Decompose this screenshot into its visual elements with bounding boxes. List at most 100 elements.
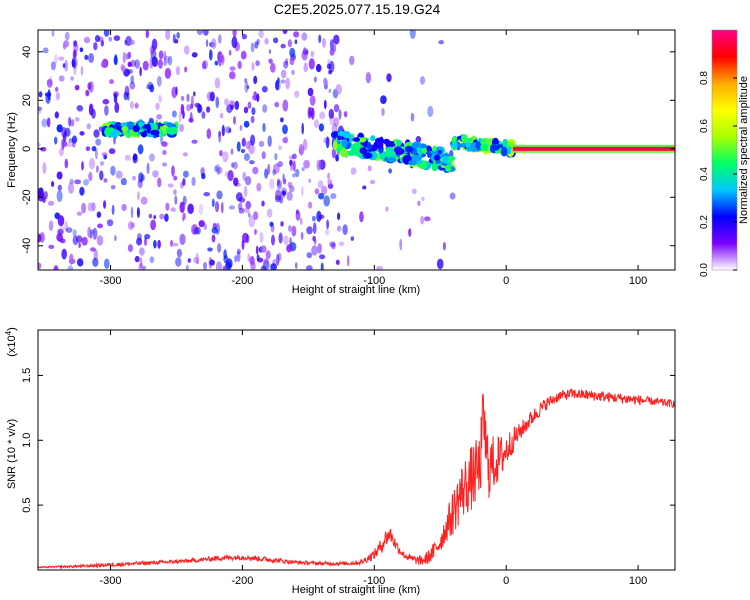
spectrogram-cell [339,148,348,158]
spectrogram-cell [93,249,99,261]
spectrogram-cell [225,258,233,269]
spectrogram-cell [309,95,316,106]
colorbar [711,29,738,271]
spectrogram-cell [161,141,168,147]
spectrogram-cell [179,201,185,213]
spectrogram-cell [236,141,241,152]
spectrogram-cell [158,50,164,60]
spectrogram-cell [314,188,320,195]
spectrogram-cell [102,98,110,105]
spectrogram-cell [327,172,331,180]
x-tick-label: -200 [231,275,253,287]
spectrogram-cell [285,77,291,90]
spectrogram-cell [410,112,415,122]
spectrogram-cell [420,215,424,225]
spectrogram-cell [81,236,88,246]
spectrogram-cell [137,191,140,201]
spectrogram-cell [186,93,190,102]
spectrogram-cell [103,30,110,37]
spectrogram-cell [238,207,243,214]
spectrogram-cell [201,61,207,70]
spectrogram-cell [74,84,80,91]
spectrogram-cell [276,178,280,186]
spectrogram-cell [338,241,345,247]
spectrogram-cell [64,127,71,137]
spectrogram-cell [227,170,234,182]
spectrogram-cell [158,95,162,103]
spectrogram-cell [458,143,466,148]
spectrogram-cell [61,248,67,260]
spectrogram-cell [346,255,350,267]
spectrogram-cell [73,40,78,47]
spectrogram-cell [191,139,198,144]
spectrogram-cell [256,254,260,262]
spectrogram-line [512,146,675,151]
spectrogram-cell [79,47,84,53]
spectrogram-cell [153,239,157,249]
spectrogram-cell [86,123,91,130]
spectrogram-cell [137,144,144,155]
spectrogram-cell [318,123,324,132]
spectrogram-cell [319,254,326,260]
spectrogram-cell [323,137,330,144]
spectrogram-cell [251,62,255,71]
spectrogram-cell [417,200,421,207]
spectrogram-cell [328,108,334,119]
spectrogram-cell [262,104,268,113]
spectrogram-cell [308,201,313,209]
spectrogram-cell [182,152,188,157]
spectrogram-cell [81,161,84,171]
spectrogram-cell [171,86,178,99]
spectrogram-cell [138,172,144,183]
spectrogram-cell [245,176,252,186]
spectrogram-cell [180,95,185,102]
spectrogram-cell [294,39,298,44]
spectrogram-cell [205,39,209,48]
spectrogram-cell [247,101,252,110]
spectrogram-cell [260,245,267,253]
spectrogram-cell [198,203,204,216]
spectrogram-cell [219,150,223,157]
spectrogram-cell [287,181,293,188]
spectrogram-cell [48,220,54,232]
spectrogram-cell [56,171,63,180]
spectrogram-cell [352,137,360,142]
snr-y-axis: 0.5 1.0 1.5 [21,368,675,513]
spectrogram-cell [280,117,284,123]
spectrogram-cell [136,207,140,218]
spectrogram-cell [48,244,55,249]
x-tick-label: -100 [363,575,385,587]
spectrogram-cell [303,138,308,151]
spectrogram-cell [240,148,246,154]
spectrogram-cell [115,170,123,179]
spectrogram-cell [91,108,96,119]
colorbar-tick-label: 0.0 [699,263,710,277]
spectrogram-cell [63,40,70,48]
spectrogram-cell [191,176,196,187]
spectrogram-cell [38,142,41,148]
spectrogram-cell [71,137,76,148]
spectrogram-cell [300,231,304,240]
spectrogram-cell [233,116,236,125]
spectrogram-cell [306,265,313,270]
spectrogram-cell [253,211,259,221]
spectrogram-cell [201,172,206,180]
spectrogram-cell [134,102,139,109]
spectrogram-cell [124,39,128,45]
x-tick-label: -100 [363,275,385,287]
spectrogram-cell [104,258,110,269]
spectrogram-cell [233,177,239,187]
spectrogram-cell [243,153,250,162]
spectrogram-cell [224,171,228,177]
spectrogram-x-label: Height of straight line (km) [292,284,420,296]
spectrogram-cell [123,91,128,101]
spectrogram-cell [75,235,83,243]
spectrogram-cell [445,165,452,172]
spectrogram-cell [329,241,336,248]
spectrogram-cell [244,81,249,93]
spectrogram-cell [389,150,397,159]
spectrogram-cell [219,55,225,63]
spectrogram-cell [149,256,155,264]
